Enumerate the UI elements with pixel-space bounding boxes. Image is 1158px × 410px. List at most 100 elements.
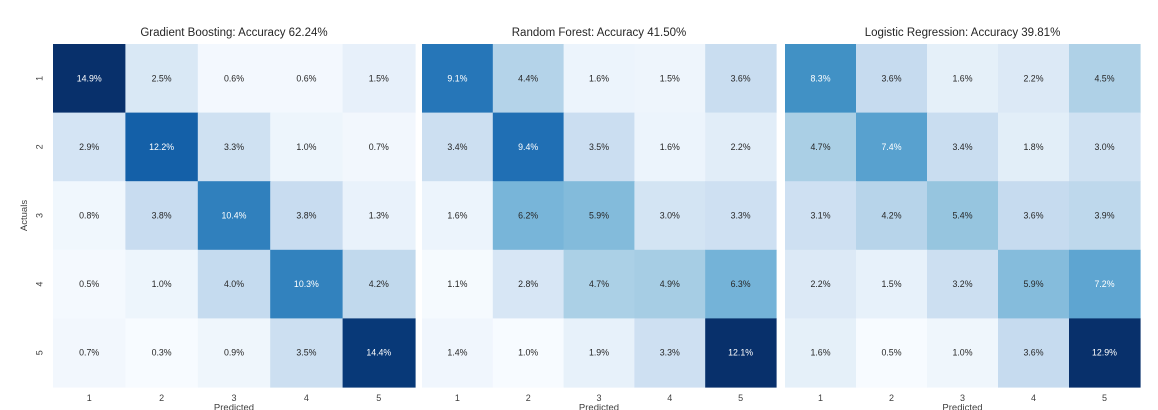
cell-value-label: 1.0% (152, 279, 172, 289)
y-axis-label: Actuals (19, 200, 30, 231)
cell-value-label: 3.6% (1023, 211, 1043, 221)
cell-value-label: 4.5% (1094, 73, 1114, 83)
cell-value-label: 1.0% (296, 142, 316, 152)
cell-value-label: 2.2% (1023, 73, 1043, 83)
cell-value-label: 12.9% (1092, 348, 1117, 358)
cell-value-label: 2.8% (518, 279, 538, 289)
cell-value-label: 3.3% (731, 211, 751, 221)
heatmap-cell (563, 112, 635, 182)
heatmap-cell (563, 44, 635, 114)
cell-value-label: 0.3% (152, 348, 172, 358)
cell-value-label: 4.7% (589, 279, 609, 289)
cell-value-label: 4.7% (810, 142, 830, 152)
heatmap-cell (53, 112, 126, 182)
x-tick-label: 1 (87, 393, 92, 403)
heatmap-cell (125, 112, 199, 182)
cell-value-label: 1.5% (881, 279, 901, 289)
chart-title-1: Gradient Boosting: Accuracy 62.24% (140, 27, 327, 39)
heatmap-cell (856, 318, 928, 388)
y-tick-label: 1 (34, 76, 44, 81)
heatmap-cell (563, 181, 635, 251)
x-tick-label: 4 (1031, 393, 1036, 403)
heatmap-cell (492, 318, 565, 388)
cell-value-label: 1.3% (369, 211, 389, 221)
cell-value-label: 0.6% (296, 73, 316, 83)
x-tick-label: 1 (818, 393, 823, 403)
cell-value-label: 6.3% (731, 279, 751, 289)
heatmap-cell (125, 318, 199, 388)
cell-value-label: 0.7% (369, 142, 389, 152)
cell-value-label: 1.5% (660, 73, 680, 83)
x-tick-label: 4 (304, 393, 309, 403)
heatmap-cell (705, 181, 777, 251)
heatmap-cell (705, 44, 777, 114)
cell-value-label: 9.1% (447, 73, 467, 83)
heatmap-cell (197, 318, 271, 388)
cell-value-label: 3.8% (296, 211, 316, 221)
heatmap-cell (270, 112, 344, 182)
cell-value-label: 6.2% (518, 211, 538, 221)
cell-value-label: 3.6% (1023, 348, 1043, 358)
y-tick-label: 5 (34, 350, 44, 355)
cell-value-label: 8.3% (810, 73, 830, 83)
x-tick-label: 2 (526, 393, 531, 403)
x-tick-label: 2 (889, 393, 894, 403)
cell-value-label: 3.3% (224, 142, 244, 152)
heatmap-cell (705, 249, 777, 319)
x-tick-label: 3 (960, 393, 965, 403)
heatmap-cell (492, 112, 565, 182)
cell-value-label: 1.6% (447, 211, 467, 221)
heatmap-cell (125, 181, 199, 251)
heatmap-cell (342, 181, 416, 251)
heatmap-cell (125, 249, 199, 319)
cell-value-label: 3.0% (1094, 142, 1114, 152)
heatmap-cell (634, 181, 706, 251)
heatmap-cell (785, 112, 857, 182)
heatmap-cell (705, 318, 777, 388)
heatmap-cell (197, 249, 271, 319)
heatmap-cell (1069, 112, 1141, 182)
heatmap-cell (856, 249, 928, 319)
cell-value-label: 3.8% (152, 211, 172, 221)
cell-value-label: 5.4% (952, 211, 972, 221)
cell-value-label: 3.5% (296, 348, 316, 358)
heatmap-cell (998, 318, 1070, 388)
heatmap-cell (125, 44, 199, 114)
cell-value-label: 4.9% (660, 279, 680, 289)
heatmap-cell (998, 249, 1070, 319)
heatmap-cell (342, 112, 416, 182)
cell-value-label: 1.1% (447, 279, 467, 289)
heatmap-cell (53, 249, 126, 319)
cell-value-label: 0.5% (881, 348, 901, 358)
x-axis-label: Predicted (942, 403, 982, 410)
heatmap-cell (342, 249, 416, 319)
cell-value-label: 3.0% (660, 211, 680, 221)
heatmap-cell (927, 181, 999, 251)
cell-value-label: 14.9% (77, 73, 102, 83)
heatmap-cell (197, 112, 271, 182)
heatmap-cell (563, 318, 635, 388)
x-tick-label: 3 (596, 393, 601, 403)
heatmap-cell (634, 112, 706, 182)
cell-value-label: 0.8% (79, 211, 99, 221)
heatmap-cell (634, 44, 706, 114)
x-tick-label: 1 (455, 393, 460, 403)
y-tick-label: 2 (34, 144, 44, 149)
cell-value-label: 10.4% (222, 211, 247, 221)
heatmap-cell (927, 249, 999, 319)
heatmap-cell (422, 249, 494, 319)
chart-title-2: Random Forest: Accuracy 41.50% (512, 27, 687, 39)
cell-value-label: 2.2% (810, 279, 830, 289)
cell-value-label: 3.2% (952, 279, 972, 289)
cell-value-label: 3.5% (589, 142, 609, 152)
cell-value-label: 9.4% (518, 142, 538, 152)
x-tick-label: 3 (231, 393, 236, 403)
cell-value-label: 4.0% (224, 279, 244, 289)
cell-value-label: 1.6% (952, 73, 972, 83)
heatmap-cell (998, 112, 1070, 182)
cell-value-label: 4.2% (369, 279, 389, 289)
heatmap-cell (785, 318, 857, 388)
heatmap-cell (422, 112, 494, 182)
cell-value-label: 5.9% (589, 211, 609, 221)
